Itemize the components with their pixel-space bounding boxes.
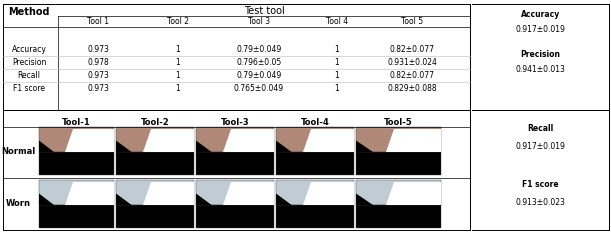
Text: 0.931±0.024: 0.931±0.024 [387,58,437,67]
Bar [356,127,441,152]
Bar [356,180,441,205]
Bar [116,205,194,228]
Text: F1 score: F1 score [522,180,559,189]
Text: Tool-4: Tool-4 [301,118,329,127]
Text: 1: 1 [335,84,339,93]
Text: 1: 1 [175,45,180,54]
Bar [39,152,114,175]
Text: Tool-2: Tool-2 [141,118,169,127]
Bar [356,152,441,175]
Text: Method: Method [9,7,49,17]
Text: 0.917±0.019: 0.917±0.019 [516,25,565,34]
Text: 0.913±0.023: 0.913±0.023 [516,197,565,207]
Text: Accuracy: Accuracy [521,10,560,19]
Bar [196,127,274,152]
Bar [276,127,354,152]
Text: 0.82±0.077: 0.82±0.077 [389,45,434,54]
Polygon shape [276,194,291,205]
Polygon shape [196,194,211,205]
Text: Test tool: Test tool [244,6,284,16]
Polygon shape [65,129,114,152]
Bar [196,180,274,205]
Polygon shape [39,194,54,205]
Polygon shape [223,129,274,152]
Text: Recall: Recall [527,124,554,133]
Text: 0.796±0.05: 0.796±0.05 [236,58,282,67]
Polygon shape [386,129,441,152]
Text: Worn: Worn [5,200,31,208]
Text: 1: 1 [335,58,339,67]
Text: 1: 1 [335,45,339,54]
Bar [276,152,354,175]
Polygon shape [386,182,441,205]
Text: Normal: Normal [1,146,35,156]
Polygon shape [144,129,194,152]
Polygon shape [196,140,211,152]
Bar [39,127,114,152]
Text: Tool 5: Tool 5 [401,17,423,26]
Text: 0.765±0.049: 0.765±0.049 [234,84,284,93]
Polygon shape [116,140,131,152]
Polygon shape [144,182,194,205]
Text: Tool-1: Tool-1 [62,118,91,127]
Text: Accuracy: Accuracy [12,45,46,54]
Text: 1: 1 [175,84,180,93]
Text: Tool-5: Tool-5 [384,118,413,127]
Text: 0.79±0.049: 0.79±0.049 [236,45,282,54]
Text: Tool-3: Tool-3 [221,118,249,127]
Text: 1: 1 [175,71,180,80]
Text: 0.829±0.088: 0.829±0.088 [387,84,437,93]
Polygon shape [303,129,354,152]
Polygon shape [39,140,54,152]
Text: 0.973: 0.973 [87,84,109,93]
Text: Tool 3: Tool 3 [248,17,270,26]
Text: Precision: Precision [12,58,46,67]
Polygon shape [356,194,373,205]
Text: Tool 1: Tool 1 [87,17,109,26]
Bar [116,127,194,152]
Bar [116,180,194,205]
Bar [276,205,354,228]
Polygon shape [356,140,373,152]
Bar [196,152,274,175]
Text: 0.978: 0.978 [87,58,109,67]
Text: Precision: Precision [521,50,560,59]
Polygon shape [223,182,274,205]
Text: 0.917±0.019: 0.917±0.019 [516,143,565,151]
Text: Tool 2: Tool 2 [167,17,189,26]
Text: Tool 4: Tool 4 [326,17,348,26]
Bar [39,180,114,205]
Text: 0.82±0.077: 0.82±0.077 [389,71,434,80]
Polygon shape [276,140,291,152]
Polygon shape [303,182,354,205]
Bar [116,152,194,175]
Bar [39,205,114,228]
Text: 0.941±0.013: 0.941±0.013 [516,65,565,74]
Text: 0.79±0.049: 0.79±0.049 [236,71,282,80]
Bar [196,205,274,228]
Text: 1: 1 [335,71,339,80]
Text: F1 score: F1 score [13,84,45,93]
Text: 1: 1 [175,58,180,67]
Text: Recall: Recall [18,71,40,80]
Polygon shape [116,194,131,205]
Polygon shape [65,182,114,205]
Bar [356,205,441,228]
Text: 0.973: 0.973 [87,71,109,80]
Text: 0.973: 0.973 [87,45,109,54]
Bar [276,180,354,205]
